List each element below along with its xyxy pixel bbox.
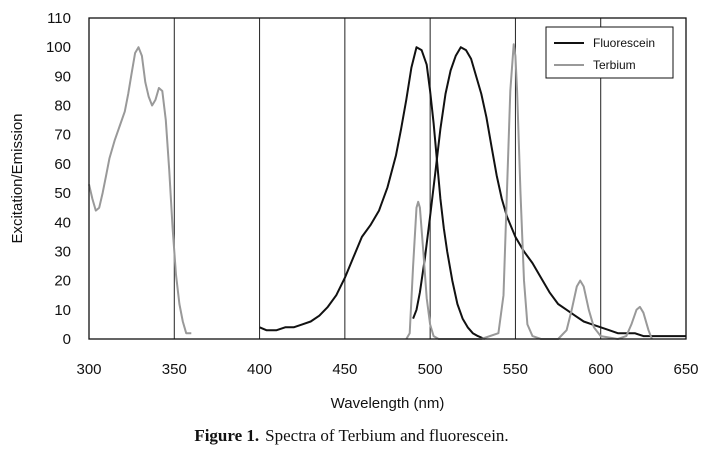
y-tick-label: 0 xyxy=(63,331,71,348)
x-tick-label: 400 xyxy=(247,361,272,378)
y-tick-label: 100 xyxy=(46,39,71,56)
legend-box xyxy=(545,26,674,79)
legend-entry-fluorescein: Fluorescein xyxy=(593,36,655,50)
x-tick-label: 650 xyxy=(673,361,698,378)
y-tick-label: 40 xyxy=(54,214,71,231)
figure-label: Figure 1. xyxy=(194,426,260,445)
series-fluorescein-line-0 xyxy=(412,46,686,338)
y-tick-label: 50 xyxy=(54,185,71,202)
series-fluorescein-line-1 xyxy=(259,46,486,340)
figure-caption: Figure 1. Spectra of Terbium and fluoresc… xyxy=(0,426,703,446)
y-tick-labels: 0 10 20 30 40 50 60 70 80 90 100 110 xyxy=(46,10,71,348)
series-terbium-line-1 xyxy=(405,43,653,340)
y-tick-label: 70 xyxy=(54,127,71,144)
legend: Fluorescein Terbium xyxy=(545,26,674,79)
y-tick-label: 10 xyxy=(54,302,71,319)
series-layer xyxy=(88,43,686,340)
series-terbium-line-0 xyxy=(88,46,192,335)
legend-entry-terbium: Terbium xyxy=(593,58,636,72)
y-axis-label: Excitation/Emission xyxy=(9,113,26,243)
y-tick-label: 90 xyxy=(54,68,71,85)
y-tick-label: 60 xyxy=(54,156,71,173)
x-tick-label: 600 xyxy=(588,361,613,378)
x-tick-label: 300 xyxy=(76,361,101,378)
x-axis-label: Wavelength (nm) xyxy=(331,395,445,412)
y-tick-label: 110 xyxy=(47,10,71,27)
x-tick-label: 550 xyxy=(503,361,528,378)
figure-caption-text: Spectra of Terbium and fluorescein. xyxy=(265,426,509,445)
x-tick-label: 350 xyxy=(162,361,187,378)
x-tick-label: 500 xyxy=(418,361,443,378)
x-tick-label: 450 xyxy=(332,361,357,378)
y-tick-label: 80 xyxy=(54,98,71,115)
grid-lines xyxy=(173,18,602,339)
plot-frame xyxy=(88,17,687,340)
x-tick-labels: 300 350 400 450 500 550 600 650 xyxy=(76,361,698,378)
spectra-chart: 0 10 20 30 40 50 60 70 80 90 100 110 300 350 400 450 50… xyxy=(9,10,699,412)
y-tick-label: 30 xyxy=(54,243,71,260)
y-tick-label: 20 xyxy=(54,273,71,290)
